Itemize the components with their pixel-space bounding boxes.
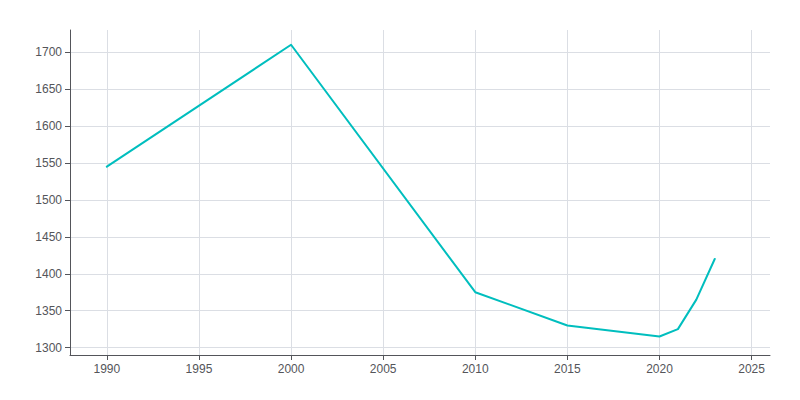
svg-text:1990: 1990 [93,362,120,376]
svg-text:2015: 2015 [554,362,581,376]
svg-text:2025: 2025 [738,362,765,376]
svg-text:1300: 1300 [35,341,62,355]
svg-text:1600: 1600 [35,119,62,133]
svg-text:1700: 1700 [35,45,62,59]
svg-text:1350: 1350 [35,304,62,318]
svg-text:1550: 1550 [35,156,62,170]
svg-text:2020: 2020 [646,362,673,376]
svg-text:1650: 1650 [35,82,62,96]
svg-text:1500: 1500 [35,193,62,207]
svg-text:1995: 1995 [186,362,213,376]
svg-text:2010: 2010 [462,362,489,376]
svg-text:2000: 2000 [278,362,305,376]
svg-text:2005: 2005 [370,362,397,376]
svg-text:1450: 1450 [35,230,62,244]
svg-text:1400: 1400 [35,267,62,281]
